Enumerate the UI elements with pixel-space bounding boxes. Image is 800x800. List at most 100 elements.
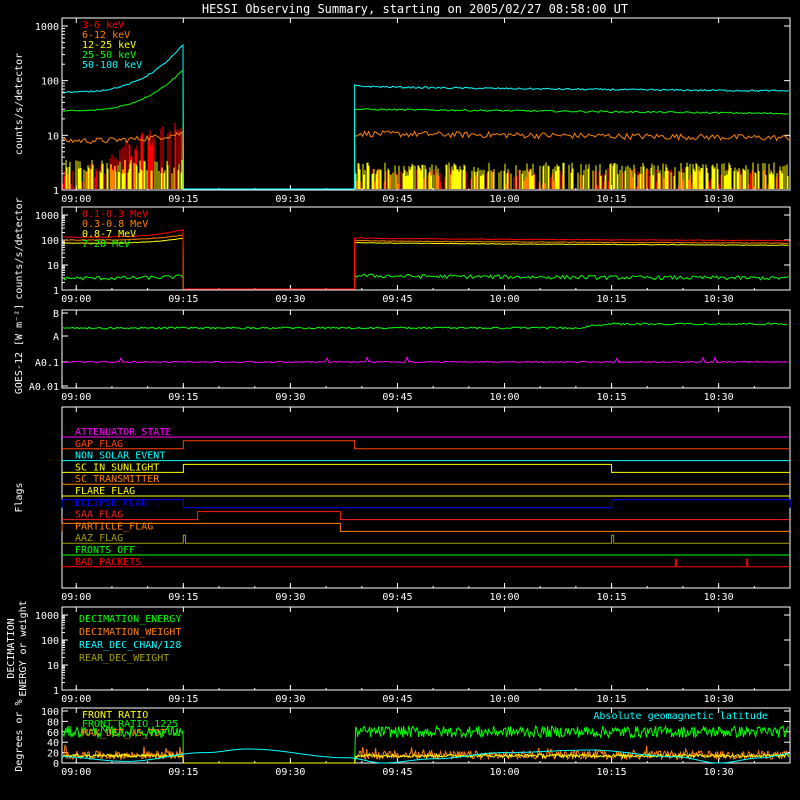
legend-entry: 0.8-7 MeV [82,229,136,240]
flag-label: NON_SOLAR_EVENT [75,451,165,462]
y-tick-label: 10 [47,261,59,272]
geomagnetic-latitude-line [62,748,791,764]
time-tick-label: 09:15 [168,294,198,305]
panel-frame [61,606,791,691]
geomagnetic-latitude-annotation: Absolute geomagnetic latitude [593,711,768,722]
y-axis-label: Flags [14,482,25,512]
flag-label: SC_IN_SUNLIGHT [75,462,159,473]
panel-flags: 09:00 09:15 09:30 09:45 10:00 10:15 10:30 Flags… [14,406,791,603]
y-tick-label: 100 [41,636,59,647]
time-tick-label: 10:15 [597,767,627,778]
time-tick-label: 10:00 [489,694,519,705]
flag-non-solar-event: NON_SOLAR_EVENT [62,451,790,462]
y-tick-label: A0.1 [35,358,59,369]
legend-entry: REAR_DEC_WEIGHT [79,653,169,664]
legend-entry: 7-20 MeV [82,239,130,250]
goes-short-channel-line [62,356,788,364]
y-tick-label: 1000 [35,22,59,33]
panel-high-energy: 09:00 09:15 09:30 09:45 10:00 10:15 10:30 count… [14,197,791,305]
legend-entry: REAR_DEC_CHAN/128 [79,640,181,651]
y-axis-label: counts/s/detector [14,53,25,155]
flag-label: SC_TRANSMITTER [75,474,160,485]
time-tick-label: 10:00 [489,392,519,403]
flag-trace [62,511,790,521]
time-tick-label: 10:15 [597,592,627,603]
time-tick-label: 09:45 [382,592,412,603]
time-tick-label: 10:30 [704,767,734,778]
y-tick-label: 100 [41,77,59,88]
y-tick-label: 1000 [35,611,59,622]
panel-frame [61,406,791,589]
series-line [62,273,789,290]
time-tick-label: 10:30 [704,694,734,705]
flag-label: SAA_FLAG [75,510,123,521]
y-tick-label: B [53,309,59,320]
y-tick-label: 100 [41,236,59,247]
panel-goes: 09:00 09:15 09:30 09:45 10:00 10:15 10:30 GOES-… [14,304,791,403]
time-tick-label: 10:00 [489,294,519,305]
y-axis-label: ENERGY or weight [18,600,29,696]
time-tick-label: 09:15 [168,392,198,403]
time-tick-label: 09:30 [275,592,305,603]
time-tick-label: 10:30 [704,294,734,305]
panel-frame [61,707,791,764]
time-tick-label: 09:15 [168,194,198,205]
flag-trace [62,440,790,450]
flag-saa-flag: SAA_FLAG [62,510,790,521]
flag-label: AAZ_FLAG [75,533,123,544]
y-tick-label: 80 [47,717,59,728]
time-tick-label: 10:30 [704,392,734,403]
series-line-post-gap [354,84,789,189]
y-tick-label: 1 [53,186,59,197]
legend-entry: 3-6 keV [82,20,124,31]
time-tick-label: 09:45 [382,194,412,205]
y-tick-label: 10 [47,661,59,672]
legend-entry: DECIMATION_ENERGY [79,614,181,625]
series-line-post-gap [354,130,790,189]
flag-label: BAD_PACKETS [75,557,141,568]
front-ratio-1225-line [62,724,789,764]
legend-entry: DECIMATION_WEIGHT [79,627,181,638]
figure-title: HESSI Observing Summary, starting on 200… [202,2,628,16]
flag-trace [62,534,790,544]
legend-entry: FRONT_RATIO [82,710,148,721]
y-tick-label: 20 [47,749,59,760]
time-tick-label: 09:00 [61,694,91,705]
y-tick-label: 60 [47,728,59,739]
flag-label: FRONTS_OFF [75,545,135,556]
panel-frame [61,17,791,191]
flag-label: GAP_FLAG [75,439,123,450]
legend-entry: MAX_DET_VS_TOT [82,728,166,739]
flag-bad-packets: BAD_PACKETS [62,557,790,568]
flag-sc-transmitter: SC_TRANSMITTER [62,474,790,485]
y-axis-label: DECIMATION [6,618,17,678]
panel-low-energy: 09:00 09:15 09:30 09:45 10:00 10:15 10:30 count… [14,17,791,205]
legend-entry: 0.3-0.8 MeV [82,219,148,230]
time-tick-label: 10:00 [489,592,519,603]
time-tick-label: 09:30 [275,392,305,403]
series-line-pre-gap [62,43,184,190]
panel-ratios: 09:00 09:15 09:30 09:45 10:00 10:15 10:30 Degre… [14,699,791,778]
flag-aaz-flag: AAZ_FLAG [62,533,790,544]
time-tick-label: 09:45 [382,294,412,305]
flag-label: FLARE_FLAG [75,486,135,497]
flag-label: ATTENUATOR_STATE [75,427,171,438]
time-tick-label: 09:45 [382,694,412,705]
y-tick-label: 1 [53,686,59,697]
y-tick-label: 0 [53,759,59,770]
goes-long-channel-line [62,322,788,330]
series-line-pre-gap [62,131,184,190]
flag-fronts-off: FRONTS_OFF [62,545,790,556]
flag-flare-flag: FLARE_FLAG [62,486,790,497]
flag-label: PARTICLE_FLAG [75,521,153,532]
legend-entry: 12-25 keV [82,40,136,51]
time-tick-label: 10:00 [489,194,519,205]
time-tick-label: 10:00 [489,767,519,778]
y-tick-label: 1 [53,286,59,297]
panel-frame [61,309,791,389]
flag-eclipse-flag: ECLIPSE_FLAG [61,498,791,509]
series-line-post-gap [354,108,789,189]
time-tick-label: 09:00 [61,194,91,205]
flag-trace [61,499,791,509]
